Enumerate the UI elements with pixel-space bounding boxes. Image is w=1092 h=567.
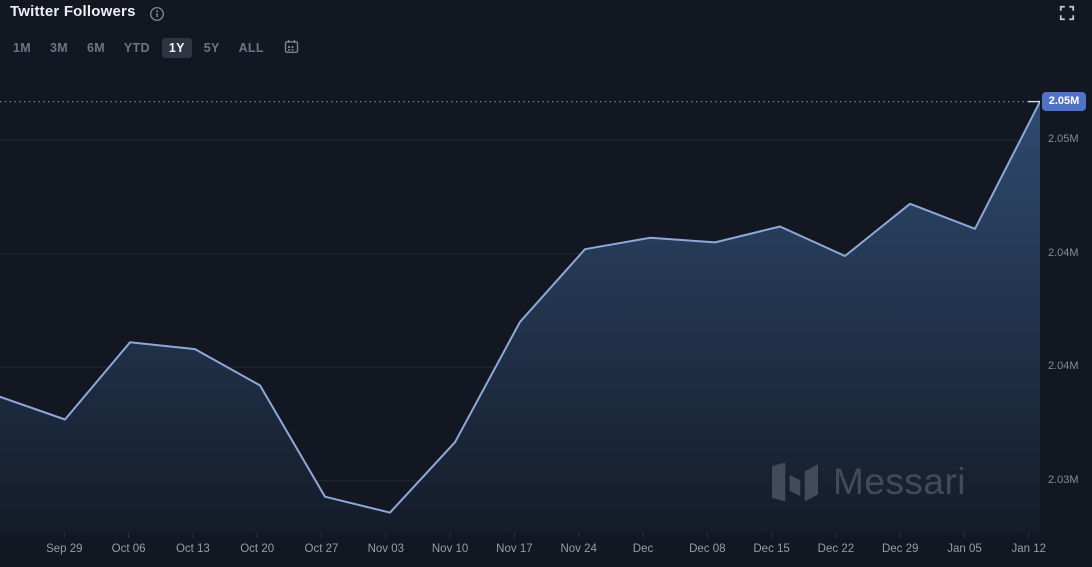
fullscreen-expand-icon[interactable] <box>1058 5 1076 23</box>
x-axis-tick-label: Dec 08 <box>689 543 726 555</box>
x-axis-tick-label: Oct 27 <box>304 543 339 555</box>
watermark-text: Messari <box>833 461 967 502</box>
range-button-1m[interactable]: 1M <box>6 38 38 58</box>
x-axis-tick-label: Nov 24 <box>560 543 597 555</box>
x-axis-tick-label: Dec 29 <box>881 543 919 555</box>
x-axis-tick-label: Dec <box>632 543 654 555</box>
info-icon[interactable] <box>149 6 165 22</box>
watermark: Messari <box>772 459 966 505</box>
page-title: Twitter Followers <box>10 3 136 20</box>
range-button-ytd[interactable]: YTD <box>117 38 157 58</box>
messari-logo-icon <box>772 462 818 502</box>
range-button-all[interactable]: ALL <box>232 38 271 58</box>
range-button-5y[interactable]: 5Y <box>197 38 227 58</box>
range-button-1y[interactable]: 1Y <box>161 38 192 58</box>
x-axis-tick-label: Dec 15 <box>753 543 790 555</box>
range-button-3m[interactable]: 3M <box>43 38 75 58</box>
time-range-group: 1M 3M 6M YTD 1Y 5Y ALL <box>6 38 271 58</box>
current-value-badge: 2.05M <box>1042 91 1086 111</box>
range-button-6m[interactable]: 6M <box>80 38 112 58</box>
y-axis-tick-label: 2.03M <box>1048 473 1079 486</box>
y-axis-tick-label: 2.04M <box>1048 246 1079 259</box>
x-axis-tick-label: Sep 29 <box>46 543 83 555</box>
x-axis-tick-label: Jan 05 <box>947 543 982 555</box>
x-axis-tick-label: Nov 17 <box>496 543 533 555</box>
y-axis-tick-label: 2.05M <box>1048 133 1079 146</box>
x-axis-tick-label: Oct 06 <box>111 543 146 555</box>
x-axis-tick-label: Jan 12 <box>1011 543 1047 555</box>
y-axis-tick-label: 2.04M <box>1048 360 1079 373</box>
x-axis-tick-label: Dec 22 <box>817 543 855 555</box>
x-axis-tick-label: Oct 20 <box>240 543 275 555</box>
time-range-toolbar: 1M 3M 6M YTD 1Y 5Y ALL <box>6 37 303 59</box>
calendar-icon[interactable] <box>280 37 303 59</box>
x-axis-tick-label: Oct 13 <box>175 543 210 555</box>
x-axis-tick-label: Nov 03 <box>367 543 405 555</box>
x-axis-tick-label: Nov 10 <box>431 543 469 555</box>
chart-plot-area[interactable] <box>0 88 1040 540</box>
